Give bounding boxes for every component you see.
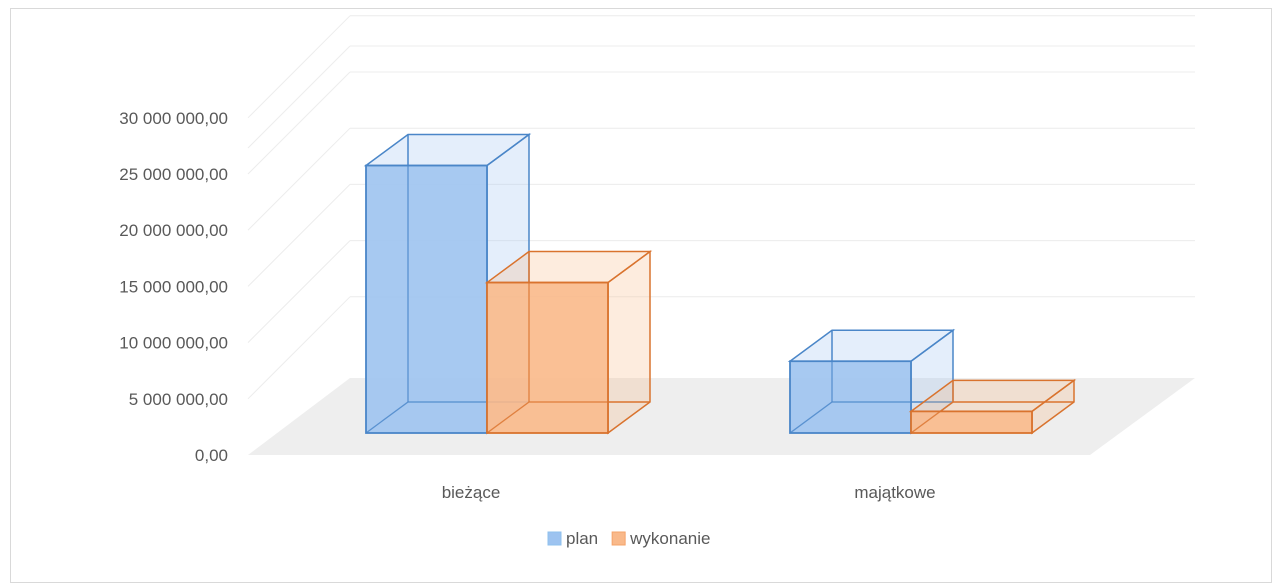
chart-area xyxy=(10,8,1272,583)
bar-wykonanie-1 xyxy=(908,378,1077,435)
legend-swatch xyxy=(547,531,562,546)
category-label: majątkowe xyxy=(854,483,935,502)
y-tick-label: 20 000 000,00 xyxy=(119,221,228,240)
gridline-side xyxy=(247,127,351,231)
y-tick-label: 10 000 000,00 xyxy=(119,334,228,353)
legend-item-plan: plan xyxy=(547,529,598,548)
legend: plan wykonanie xyxy=(547,529,710,548)
gridline-side xyxy=(247,240,351,343)
bar-front-face xyxy=(910,410,1033,434)
category-labels: bieżące majątkowe xyxy=(442,483,936,502)
bar-front-face xyxy=(789,360,912,434)
y-tick-label: 30 000 000,00 xyxy=(119,109,228,128)
y-tick-label: 0,00 xyxy=(195,446,228,465)
bar-wykonanie-0 xyxy=(484,250,653,435)
y-tick-label: 25 000 000,00 xyxy=(119,165,228,184)
legend-swatch xyxy=(611,531,626,546)
gridline-side xyxy=(247,296,351,400)
bar-plan-1 xyxy=(787,328,956,435)
gridline-side xyxy=(247,184,351,287)
legend-label: plan xyxy=(566,529,598,548)
legend-label: wykonanie xyxy=(629,529,710,548)
y-tick-label: 15 000 000,00 xyxy=(119,277,228,296)
bars xyxy=(363,133,1077,435)
bar-front-face xyxy=(365,164,488,434)
gridline-side xyxy=(247,15,351,119)
y-axis-ticks: 0,00 5 000 000,00 10 000 000,00 15 000 000,… xyxy=(119,109,228,465)
y-tick-label: 5 000 000,00 xyxy=(129,390,228,409)
gridline-side xyxy=(247,71,351,175)
bar-front-face xyxy=(486,281,609,434)
gridline-side xyxy=(247,45,351,149)
legend-item-wykonanie: wykonanie xyxy=(611,529,710,548)
category-label: bieżące xyxy=(442,483,501,502)
